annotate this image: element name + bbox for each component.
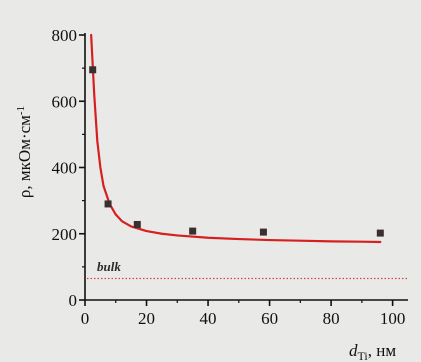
bulk-label: bulk [97,259,121,274]
data-point [376,229,384,237]
data-point [189,227,197,235]
y-ticks: 0 200 400 600 800 [52,26,85,310]
x-tick-label: 0 [81,309,90,328]
y-tick-label: 600 [52,92,78,111]
data-point [259,228,267,236]
y-axis-title-sup: -1 [15,106,27,115]
x-tick-label: 80 [323,309,340,328]
y-tick-label: 400 [52,159,78,178]
y-tick-label: 0 [69,291,78,310]
x-tick-label: 100 [380,309,406,328]
x-ticks: 0 20 40 60 80 100 [81,300,406,328]
x-tick-label: 40 [200,309,217,328]
data-points-group [89,66,384,237]
y-tick-label: 200 [52,225,78,244]
fit-curve-group [90,33,382,244]
chart-axes [84,33,408,301]
y-axis-title: ρ, мкОм·см-1 [15,106,34,198]
y-tick-label: 800 [52,26,78,45]
x-axis-title-sub: Ti [358,349,369,362]
data-point [104,200,112,208]
x-tick-label: 60 [261,309,278,328]
x-axis-title: dTi, нм [349,341,396,362]
y-axis-title-main: ρ, мкОм·см [15,115,34,198]
x-tick-label: 20 [138,309,155,328]
x-axis-title-main: d [349,341,358,360]
x-axis-title-unit: , нм [368,341,397,360]
data-point [89,66,97,74]
fit-curve [90,33,382,244]
data-point [133,220,141,228]
